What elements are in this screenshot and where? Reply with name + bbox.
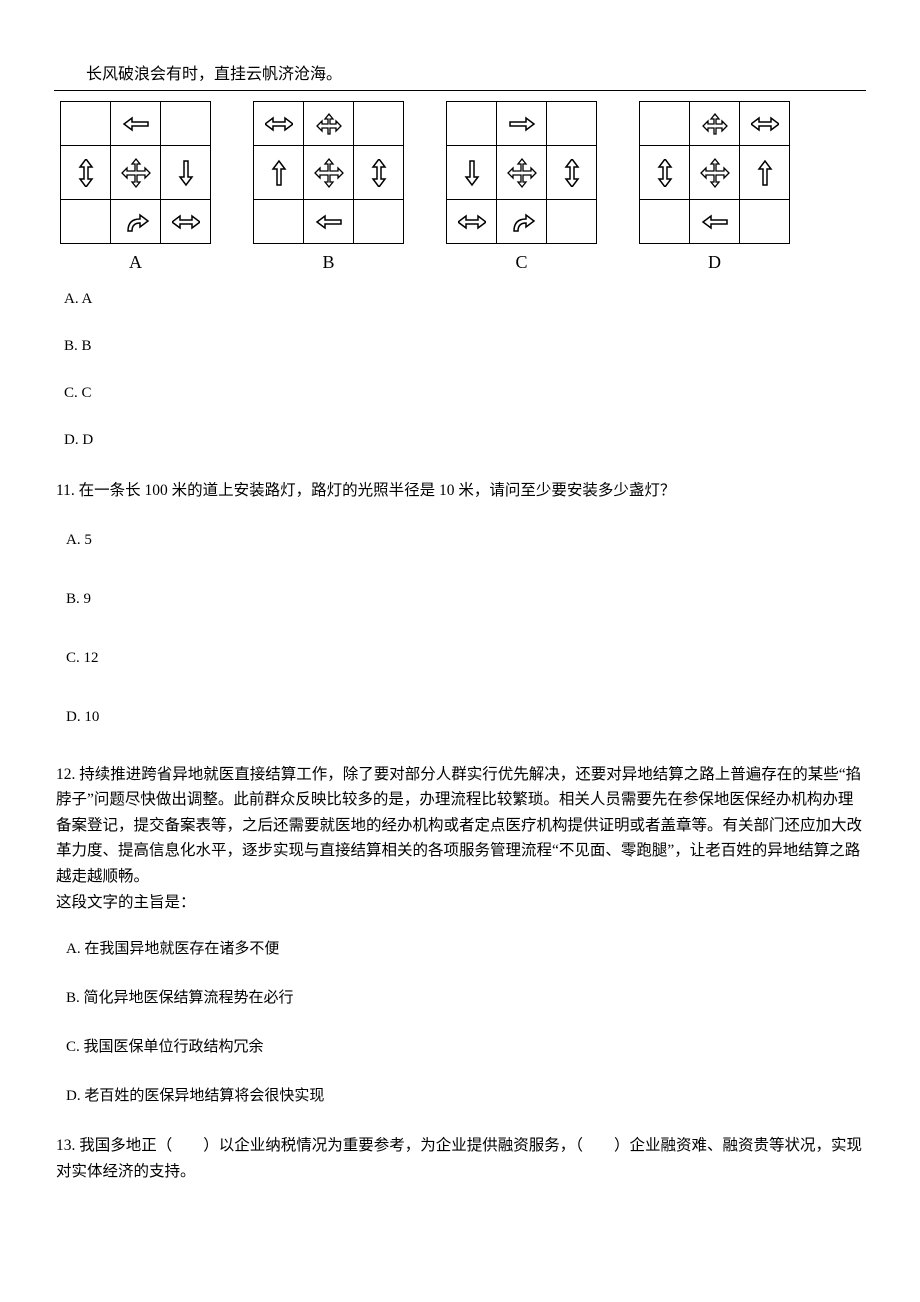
- grid-cell: [161, 102, 211, 146]
- grid-cell: [497, 146, 547, 200]
- grid-cell: [61, 146, 111, 200]
- grid-cell: [61, 200, 111, 244]
- arrow-ud-icon: [74, 159, 98, 187]
- move-all-icon: [506, 157, 538, 189]
- grid-block-b: B: [253, 101, 404, 273]
- grid-cell: [161, 146, 211, 200]
- curve-right-icon: [508, 209, 536, 235]
- grid-cell: [547, 146, 597, 200]
- grid-cell: [640, 102, 690, 146]
- grid-cell: [354, 200, 404, 244]
- grid-label: B: [322, 252, 334, 273]
- grid-cell: [111, 102, 161, 146]
- arrow-up-icon: [753, 159, 777, 187]
- grid-cell: [740, 146, 790, 200]
- header-rule: [54, 90, 866, 91]
- grid-b: [253, 101, 404, 244]
- grid-block-a: A: [60, 101, 211, 273]
- q11-opt-a: A. 5: [66, 532, 864, 549]
- grid-cell: [447, 102, 497, 146]
- grid-c: [446, 101, 597, 244]
- grid-cell: [640, 146, 690, 200]
- move-all-icon: [313, 157, 345, 189]
- q12-opt-b: B. 简化异地医保结算流程势在必行: [66, 986, 864, 1007]
- grid-cell: [690, 102, 740, 146]
- arrow-lr-icon: [458, 210, 486, 234]
- grid-cell: [354, 146, 404, 200]
- grid-cell: [497, 102, 547, 146]
- grid-cell: [161, 200, 211, 244]
- grid-cell: [640, 200, 690, 244]
- arrow-ud-icon: [560, 159, 584, 187]
- grid-cell: [447, 200, 497, 244]
- q10-opt-d: D. D: [64, 432, 864, 449]
- q12-opt-a: A. 在我国异地就医存在诸多不便: [66, 937, 864, 958]
- grid-block-d: D: [639, 101, 790, 273]
- q11-opt-c: C. 12: [66, 650, 864, 667]
- q12-body: 12. 持续推进跨省异地就医直接结算工作，除了要对部分人群实行优先解决，还要对异…: [56, 766, 862, 885]
- grid-cell: [690, 146, 740, 200]
- arrow-ud-icon: [367, 159, 391, 187]
- grid-cell: [254, 200, 304, 244]
- arrow-down-icon: [460, 159, 484, 187]
- grid-label: A: [129, 252, 142, 273]
- grid-cell: [111, 146, 161, 200]
- arrow-down-split-icon: [315, 112, 343, 136]
- arrow-left-icon: [315, 210, 343, 234]
- arrow-right-icon: [508, 112, 536, 136]
- q10-opt-b: B. B: [64, 338, 864, 355]
- grid-label: D: [708, 252, 721, 273]
- header-quote: 长风破浪会有时，直挂云帆济沧海。: [86, 60, 864, 84]
- grid-cell: [61, 102, 111, 146]
- q12-opt-c: C. 我国医保单位行政结构冗余: [66, 1035, 864, 1056]
- curve-right-icon: [122, 209, 150, 235]
- grid-label: C: [515, 252, 527, 273]
- answer-grids-row: A B C D: [60, 101, 864, 273]
- grid-cell: [740, 102, 790, 146]
- grid-cell: [547, 200, 597, 244]
- q11-opt-b: B. 9: [66, 591, 864, 608]
- grid-cell: [547, 102, 597, 146]
- grid-cell: [447, 146, 497, 200]
- grid-cell: [304, 200, 354, 244]
- arrow-lr-icon: [265, 112, 293, 136]
- arrow-lr-icon: [751, 112, 779, 136]
- grid-cell: [690, 200, 740, 244]
- arrow-down-icon: [174, 159, 198, 187]
- arrow-left-icon: [701, 210, 729, 234]
- arrow-lr-icon: [172, 210, 200, 234]
- grid-a: [60, 101, 211, 244]
- q12-opt-d: D. 老百姓的医保异地结算将会很快实现: [66, 1084, 864, 1105]
- arrow-down-split-icon: [701, 112, 729, 136]
- grid-cell: [254, 102, 304, 146]
- arrow-left-icon: [122, 112, 150, 136]
- q10-opt-a: A. A: [64, 291, 864, 308]
- grid-block-c: C: [446, 101, 597, 273]
- arrow-up-icon: [267, 159, 291, 187]
- grid-cell: [254, 146, 304, 200]
- grid-cell: [304, 146, 354, 200]
- grid-cell: [740, 200, 790, 244]
- q12-tail: 这段文字的主旨是：: [56, 894, 196, 911]
- q10-options: A. A B. B C. C D. D: [64, 291, 864, 449]
- move-all-icon: [120, 157, 152, 189]
- grid-d: [639, 101, 790, 244]
- q11-opt-d: D. 10: [66, 709, 864, 726]
- move-all-icon: [699, 157, 731, 189]
- q10-opt-c: C. C: [64, 385, 864, 402]
- grid-cell: [354, 102, 404, 146]
- q11-text: 11. 在一条长 100 米的道上安装路灯，路灯的光照半径是 10 米，请问至少…: [56, 479, 864, 504]
- grid-cell: [111, 200, 161, 244]
- arrow-ud-icon: [653, 159, 677, 187]
- q12-paragraph: 12. 持续推进跨省异地就医直接结算工作，除了要对部分人群实行优先解决，还要对异…: [56, 762, 864, 915]
- grid-cell: [497, 200, 547, 244]
- q13-text: 13. 我国多地正（ ）以企业纳税情况为重要参考，为企业提供融资服务，（ ）企业…: [56, 1133, 864, 1184]
- grid-cell: [304, 102, 354, 146]
